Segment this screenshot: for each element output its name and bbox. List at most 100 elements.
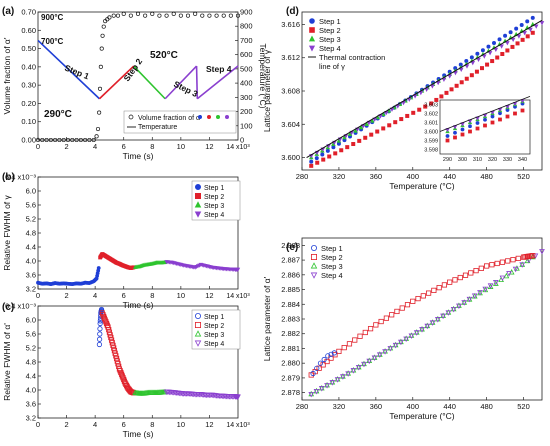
data-point <box>355 365 362 371</box>
y-axis-label: Lattice parameter of α' <box>262 276 272 361</box>
legend-entry-part: Thermal contraction <box>319 53 385 62</box>
data-point <box>120 375 126 381</box>
y-tick-label: 5.6 <box>26 330 36 339</box>
data-point <box>510 37 516 43</box>
data-point <box>320 362 326 368</box>
volume-fraction-point <box>178 13 183 18</box>
x-tick-label: 480 <box>480 402 493 411</box>
legend-color-dot <box>207 115 211 119</box>
x-tick-label: 12 <box>205 420 213 429</box>
legend-marker <box>310 253 317 260</box>
data-point <box>333 151 338 156</box>
data-point <box>410 298 416 304</box>
data-point <box>112 350 118 356</box>
x-tick-label: 6 <box>122 291 126 300</box>
data-point <box>510 257 516 263</box>
data-point <box>316 365 322 371</box>
data-point <box>100 312 106 318</box>
legend-color-dot <box>198 115 202 119</box>
data-point <box>117 368 123 374</box>
volume-fraction-point <box>35 137 41 143</box>
inset: 290 300 310 320 330 340 3.598 3.599 3.600 3.601 3.… <box>424 96 531 163</box>
x-axis-label: Time (s) <box>123 151 154 161</box>
x-tick-label: 440 <box>443 172 456 181</box>
data-point <box>474 69 479 74</box>
x-axis-label: Temperature (°C) <box>389 411 454 421</box>
data-point <box>378 318 384 325</box>
legend-marker <box>194 211 202 218</box>
panel-label: (a) <box>2 6 14 17</box>
data-point <box>352 337 358 343</box>
data-point <box>387 123 392 128</box>
x-tick-label: 320 <box>333 172 346 181</box>
x-axis-label: Time (s) <box>123 429 154 439</box>
data-point <box>411 110 416 115</box>
data-point <box>532 253 539 259</box>
legend-entry: Step 2 <box>204 323 224 330</box>
data-point <box>497 37 502 42</box>
volume-fraction-point <box>48 137 53 143</box>
inset-contraction-line <box>439 96 531 132</box>
legend-marker <box>308 35 316 42</box>
y2-tick-label: 200 <box>240 107 253 116</box>
y-tick-label: 6.4 x10⁻³ <box>5 302 37 311</box>
data-point <box>103 320 110 327</box>
inset-data-point <box>460 127 465 132</box>
data-point <box>321 157 326 162</box>
data-point <box>345 371 352 377</box>
inset-x-tick-label: 320 <box>488 157 497 163</box>
volume-fraction-point <box>157 13 162 18</box>
x-tick-label: 400 <box>407 402 420 411</box>
data-point <box>97 326 103 332</box>
data-point <box>514 265 520 271</box>
y-tick-label: 3.2 <box>26 285 36 294</box>
legend-entry: Step 4 <box>319 44 341 53</box>
legend-marker <box>310 272 318 279</box>
data-point <box>403 336 410 343</box>
data-point <box>108 337 115 343</box>
data-point <box>116 366 123 372</box>
y-tick-label: 5.2 <box>26 215 36 224</box>
data-point <box>505 48 510 53</box>
legend-marker <box>309 27 315 33</box>
legend-marker <box>310 262 318 269</box>
data-point <box>469 73 474 78</box>
data-point <box>436 285 442 291</box>
data-point <box>118 369 124 376</box>
legend-marker <box>194 330 202 337</box>
data-point <box>339 148 344 153</box>
x-tick-label: 2 <box>64 291 68 300</box>
data-point <box>325 148 330 153</box>
y-tick-label: 4.0 <box>26 386 36 395</box>
volume-fraction-point <box>143 13 148 18</box>
data-point <box>454 83 459 88</box>
legend-marker <box>308 45 316 52</box>
x-tick-label: 2 <box>64 420 68 429</box>
volume-fraction-point <box>228 13 233 18</box>
volume-fraction-point <box>91 137 96 143</box>
data-point <box>97 331 103 337</box>
data-point <box>431 287 437 293</box>
volume-fraction-point <box>94 134 99 139</box>
inset-data-point <box>483 123 487 128</box>
data-point <box>114 358 120 364</box>
legend-marker <box>194 312 201 319</box>
data-point <box>318 386 325 392</box>
data-point <box>444 90 449 95</box>
data-point <box>480 48 485 53</box>
data-point <box>109 340 115 346</box>
data-point <box>533 24 539 29</box>
data-point <box>424 323 431 330</box>
volume-fraction-point <box>101 24 106 29</box>
data-point <box>447 74 452 79</box>
data-point <box>393 120 398 125</box>
data-point <box>505 258 511 264</box>
data-point <box>101 315 108 321</box>
volume-fraction-point <box>78 137 83 143</box>
annotation: Step 1 <box>63 63 91 82</box>
panel-d: 280 320 360 400 440 480 520 3.600 3.604 3.608 3.61… <box>262 11 545 191</box>
y-tick-label: 2.880 <box>281 359 300 368</box>
data-point <box>392 342 399 349</box>
panel-b: 0 2 4 6 8 10 12 14 x10³ 3.2 3.6 4.0 4.4 4.8 5.2 5.6 6.0… <box>2 173 250 311</box>
data-point <box>399 117 404 122</box>
